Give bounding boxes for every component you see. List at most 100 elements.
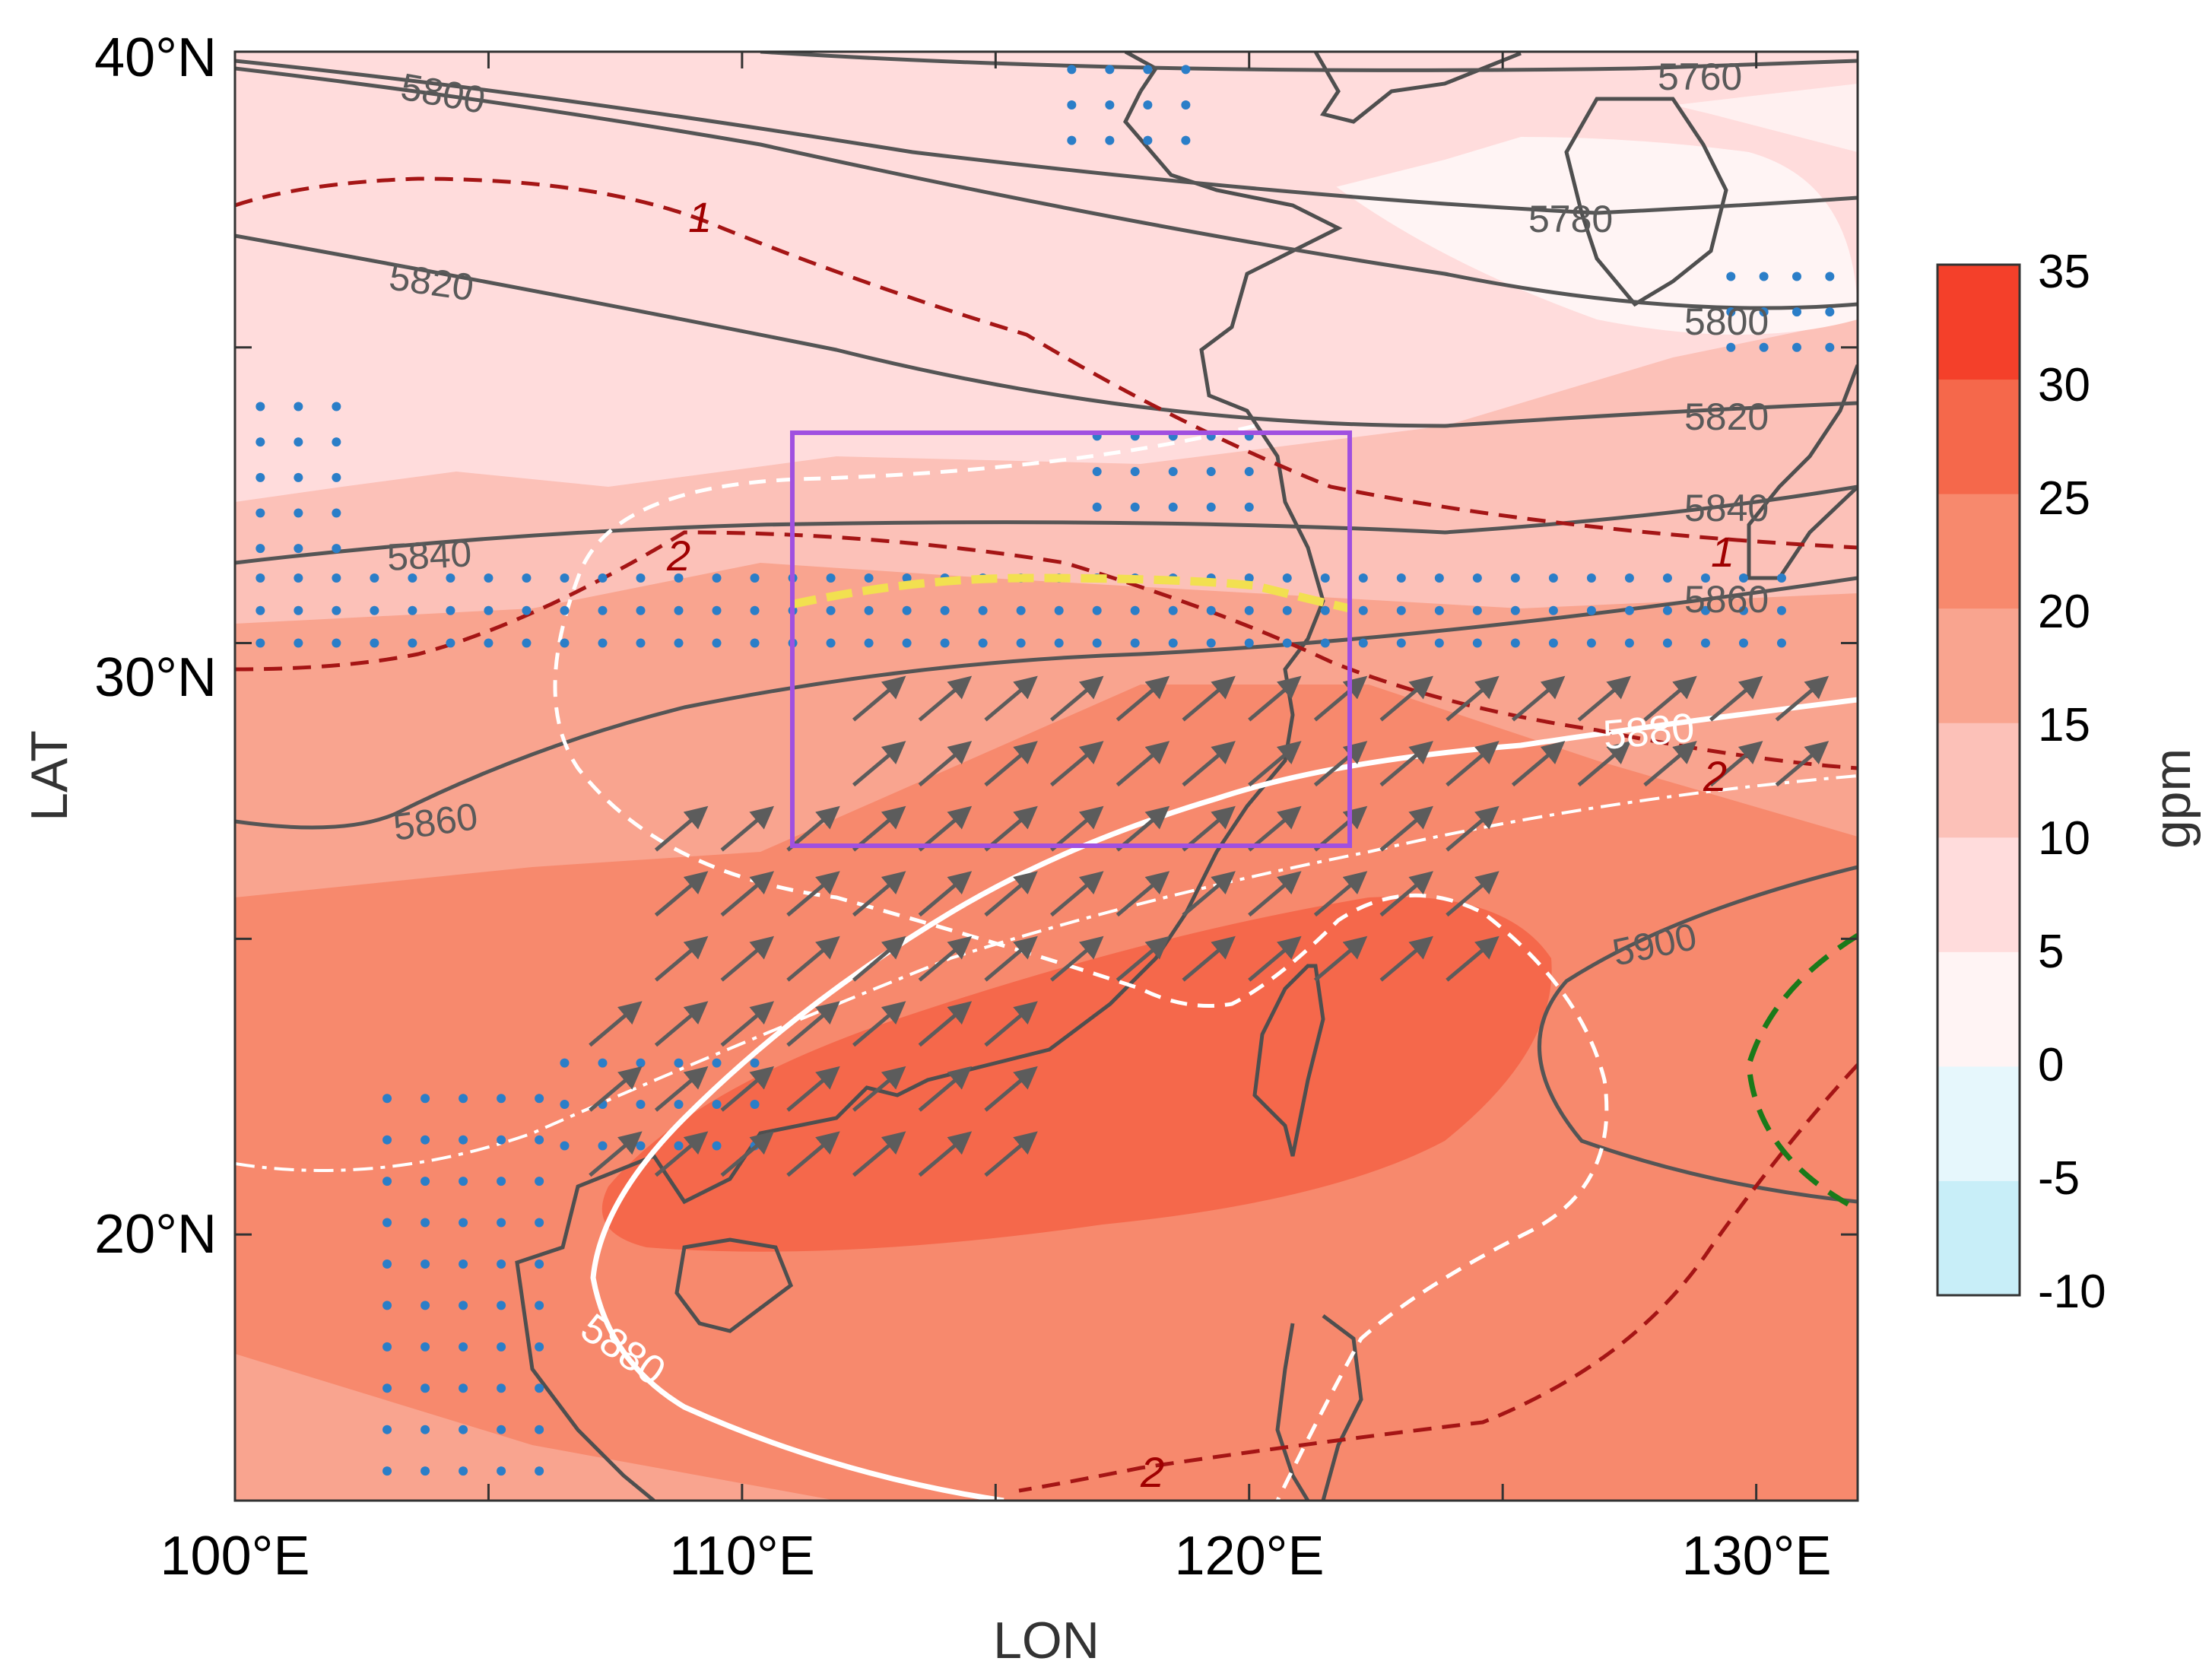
wind-vector — [918, 741, 973, 787]
y-axis: 20°N 30°N 40°N LAT — [21, 27, 217, 1265]
significance-dot — [902, 638, 912, 648]
significance-dot — [1067, 100, 1077, 110]
y-tick-label-40: 40°N — [94, 27, 217, 88]
wind-vector — [1050, 741, 1104, 787]
significance-dot — [497, 1218, 506, 1228]
significance-dot — [750, 638, 760, 648]
significance-dot — [1092, 638, 1102, 648]
wind-vector — [1248, 871, 1302, 917]
significance-dot — [497, 1383, 506, 1393]
x-tick-label-100: 100°E — [160, 1526, 310, 1587]
significance-dot — [332, 573, 341, 583]
significance-dot — [1181, 100, 1191, 110]
significance-dot — [1244, 573, 1254, 583]
significance-dot — [674, 638, 684, 648]
white-dashed-contour — [553, 424, 1609, 1501]
label-5860b: 5860 — [1684, 578, 1769, 621]
significance-dot — [459, 1342, 468, 1352]
label-s1a: 1 — [688, 193, 712, 241]
significance-dot — [1282, 605, 1292, 615]
significance-dot — [459, 1301, 468, 1310]
significance-dot — [712, 1058, 722, 1068]
significance-dot — [255, 437, 265, 447]
wind-vector — [786, 805, 840, 852]
wind-vector — [918, 1066, 973, 1112]
wind-vector — [1446, 741, 1500, 787]
colorbar-swatch — [1937, 379, 2020, 494]
significance-dot — [497, 1342, 506, 1352]
colorbar-ticks: 35 30 25 20 15 10 5 0 -5 -10 gpm — [2038, 246, 2201, 1318]
significance-dot — [864, 573, 874, 583]
significance-dot — [535, 1301, 544, 1310]
significance-dot — [1624, 605, 1634, 615]
significance-dot — [1130, 638, 1140, 648]
significance-dot — [497, 1259, 506, 1269]
significance-dot — [1168, 605, 1178, 615]
significance-dot — [1791, 342, 1801, 352]
wind-vector — [918, 675, 973, 722]
significance-dot — [332, 437, 341, 447]
significance-dot — [1320, 638, 1330, 648]
significance-dot — [1510, 605, 1520, 615]
wind-vector — [918, 805, 973, 852]
wind-vector — [1511, 675, 1566, 722]
significance-dot — [1662, 573, 1672, 583]
wind-vector — [1577, 741, 1632, 787]
colorbar-swatch — [1937, 951, 2020, 1067]
cb-tick-m5: -5 — [2038, 1152, 2080, 1205]
significance-dot — [712, 1141, 722, 1151]
significance-dot — [598, 605, 608, 615]
significance-dot — [1472, 573, 1482, 583]
significance-dot — [826, 638, 836, 648]
significance-dot — [382, 1466, 392, 1476]
wind-vector — [1116, 935, 1170, 982]
significance-dot — [1700, 605, 1710, 615]
significance-dot — [459, 1094, 468, 1104]
significance-dot — [902, 573, 912, 583]
wind-vector — [1248, 805, 1302, 852]
significance-dot — [636, 1100, 646, 1110]
significance-dot — [1181, 65, 1191, 75]
significance-dot — [1105, 100, 1115, 110]
label-5840b: 5840 — [1684, 487, 1769, 529]
colorbar-swatch — [1937, 723, 2020, 838]
cb-tick-20: 20 — [2038, 586, 2090, 638]
significance-dot — [382, 1094, 392, 1104]
significance-dot — [1434, 638, 1444, 648]
significance-dot — [1130, 605, 1140, 615]
significance-dots — [255, 65, 1835, 1476]
significance-dot — [1143, 65, 1153, 75]
significance-dot — [712, 638, 722, 648]
significance-dot — [446, 573, 455, 583]
label-s2a: 2 — [666, 532, 690, 580]
label-5820b: 5820 — [1684, 395, 1769, 438]
significance-dot — [421, 1425, 430, 1434]
significance-dot — [459, 1466, 468, 1476]
significance-dot — [902, 605, 912, 615]
label-5760: 5760 — [1658, 56, 1742, 98]
wind-vector — [1248, 935, 1302, 982]
label-s1b: 1 — [1711, 528, 1734, 576]
significance-dot — [560, 573, 570, 583]
wind-vector — [1709, 675, 1763, 722]
significance-dot — [497, 1425, 506, 1434]
significance-dot — [1434, 605, 1444, 615]
significance-dot — [1206, 467, 1216, 477]
significance-dot — [535, 1135, 544, 1145]
wind-vector — [984, 871, 1038, 917]
significance-dot — [421, 1466, 430, 1476]
wind-vector — [1775, 675, 1830, 722]
wind-vector — [1313, 675, 1368, 722]
wind-vector — [1116, 675, 1170, 722]
colorbar-label: gpm — [2144, 748, 2201, 849]
significance-dot — [421, 1094, 430, 1104]
significance-dot — [294, 605, 303, 615]
significance-dot — [332, 472, 341, 482]
significance-dot — [382, 1301, 392, 1310]
significance-dot — [497, 1301, 506, 1310]
wind-vector — [720, 1001, 775, 1047]
significance-dot — [1548, 573, 1558, 583]
wind-vector — [984, 675, 1038, 722]
significance-dot — [1358, 638, 1368, 648]
significance-dot — [1244, 467, 1254, 477]
